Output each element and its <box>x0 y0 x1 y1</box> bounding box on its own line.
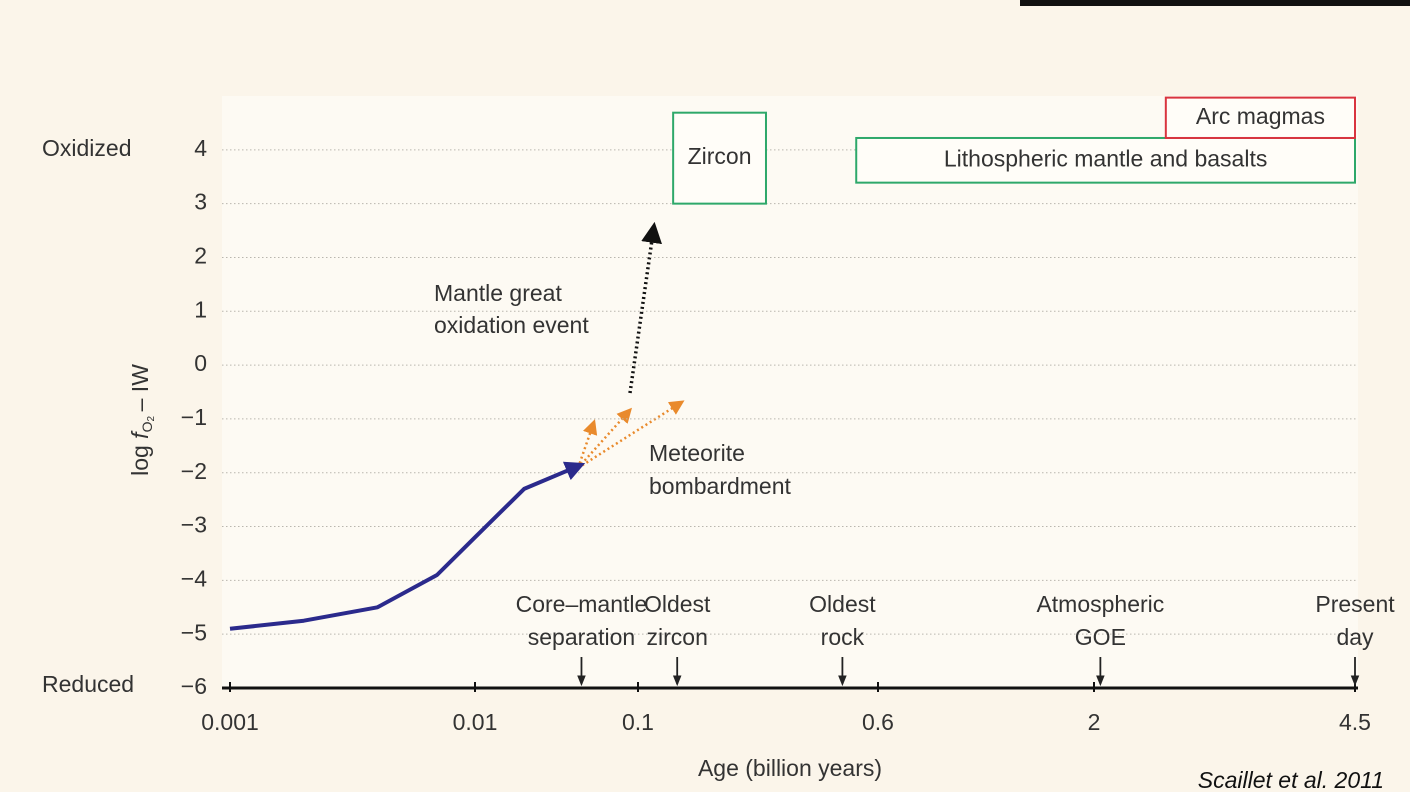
event-label: zircon <box>647 624 708 650</box>
arrow <box>628 221 663 394</box>
y-tick-label: −6 <box>181 673 207 699</box>
y-tick-label: −4 <box>181 565 207 591</box>
x-tick-label: 0.1 <box>622 709 654 735</box>
y-label-part: O <box>139 421 155 432</box>
annotation: oxidation event <box>434 312 589 338</box>
region-label: Arc magmas <box>1196 103 1325 129</box>
event-label: GOE <box>1075 624 1126 650</box>
region-box <box>672 111 767 205</box>
x-tick-label: 2 <box>1088 709 1101 735</box>
x-tick-label: 0.01 <box>453 709 498 735</box>
y-top-label: Oxidized <box>42 135 131 161</box>
image-fragment <box>1020 0 1410 6</box>
arrow <box>576 419 598 469</box>
event-label: Atmospheric <box>1036 591 1164 617</box>
region-label: Zircon <box>688 143 752 169</box>
y-tick-label: 0 <box>194 350 207 376</box>
y-tick-label: −2 <box>181 458 207 484</box>
event-label: Oldest <box>644 591 711 617</box>
event-label: Oldest <box>809 591 876 617</box>
event-label: Core–mantle <box>516 591 648 617</box>
y-label-part: log <box>127 439 153 476</box>
region-label: Lithospheric mantle and basalts <box>944 145 1267 171</box>
x-tick-label: 0.6 <box>862 709 894 735</box>
y-tick-label: 3 <box>194 189 207 215</box>
y-tick-label: −3 <box>181 512 207 538</box>
event-label: separation <box>528 624 635 650</box>
event-label: rock <box>821 624 865 650</box>
y-label-part: f <box>127 430 153 439</box>
annotation: bombardment <box>649 473 792 499</box>
x-tick-label: 0.001 <box>201 709 259 735</box>
annotation: Meteorite <box>649 440 745 466</box>
y-tick-label: 1 <box>194 296 207 322</box>
y-tick-label: −5 <box>181 619 207 645</box>
y-tick-label: 4 <box>194 135 207 161</box>
annotation: Mantle great <box>434 280 562 306</box>
citation: Scaillet et al. 2011 <box>1198 767 1384 792</box>
region-box <box>855 136 1356 184</box>
arrow <box>577 400 685 470</box>
y-label-part: – IW <box>127 364 153 416</box>
y-bottom-label: Reduced <box>42 671 134 697</box>
region-box <box>1164 96 1356 139</box>
event-label: day <box>1336 624 1374 650</box>
annotation-arrows <box>576 221 685 470</box>
y-tick-label: 2 <box>194 243 207 269</box>
line-series <box>229 461 586 631</box>
x-axis-label: Age (billion years) <box>698 755 882 781</box>
event-label: Present <box>1315 591 1395 617</box>
y-label-part: 2 <box>146 416 157 422</box>
y-axis-label: log fO2 – IW <box>127 364 157 476</box>
x-tick-label: 4.5 <box>1339 709 1371 735</box>
y-tick-label: −1 <box>181 404 207 430</box>
